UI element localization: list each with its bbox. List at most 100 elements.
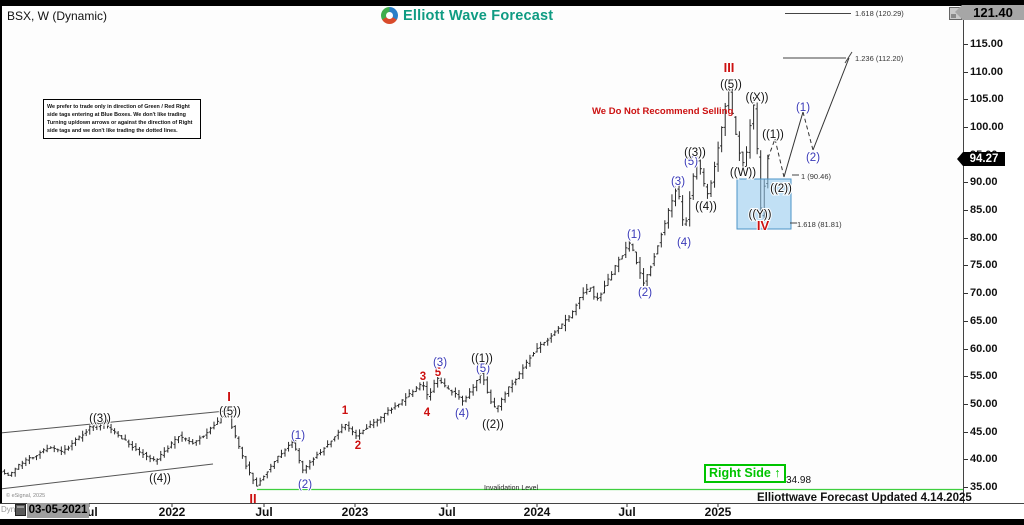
- date-axis[interactable]: Jul 2022 Jul 2023 Jul 2024 Jul 2025: [0, 503, 1024, 519]
- ohlc-bar: [194, 440, 198, 446]
- ohlc-bar: [6, 472, 10, 476]
- ohlc-bar: [748, 119, 752, 159]
- wave-label: ((3)): [89, 413, 111, 425]
- bottom-border-bar: [0, 518, 1024, 525]
- ohlc-bar: [215, 417, 220, 425]
- ohlc-bar: [610, 271, 614, 281]
- fib-label: 1.618 (120.29): [855, 9, 904, 18]
- esignal-credit: © eSignal, 2025: [6, 493, 46, 499]
- ohlc-bar: [723, 102, 727, 136]
- ohlc-bar: [350, 426, 355, 436]
- ohlc-bar: [514, 378, 518, 386]
- ohlc-bar: [421, 381, 426, 391]
- ohlc-bar: [439, 377, 443, 384]
- ohlc-bar: [705, 183, 710, 199]
- updated-note: Elliottwave Forecast Updated 4.14.2025: [757, 492, 972, 504]
- ohlc-bar: [59, 446, 63, 456]
- ohlc-bar: [187, 437, 191, 445]
- date-axis-tick: [263, 504, 265, 507]
- ohlc-bar: [116, 431, 120, 438]
- price-axis-tick: [964, 348, 968, 350]
- ohlc-bar: [27, 455, 31, 465]
- wave-label: (4): [677, 237, 691, 249]
- ohlc-bar: [684, 217, 688, 226]
- last-price-tag: 94.27: [957, 152, 1005, 166]
- date-axis-tick: [626, 504, 628, 507]
- ohlc-bar: [730, 84, 734, 115]
- ohlc-bar: [695, 155, 699, 180]
- price-axis-label: 80.00: [970, 231, 998, 244]
- price-axis-label: 105.00: [970, 93, 1004, 106]
- price-axis-tick: [964, 487, 968, 488]
- ohlc-bar: [592, 285, 596, 300]
- ohlc-bar: [507, 386, 511, 397]
- ohlc-bar: [169, 441, 173, 449]
- ohlc-bar: [656, 245, 660, 255]
- wave-label: (4): [455, 408, 469, 420]
- ohlc-bar: [127, 439, 131, 448]
- price-axis-tick: [964, 99, 968, 101]
- ohlc-bar: [379, 416, 383, 424]
- wave-label: (1): [291, 430, 305, 442]
- ohlc-bar: [81, 430, 85, 442]
- ohlc-bar: [752, 96, 756, 130]
- fib-label: 1.618 (81.81): [797, 220, 842, 229]
- price-axis-label: 45.00: [970, 425, 998, 438]
- ohlc-bar: [180, 431, 184, 442]
- ohlc-bar: [737, 131, 741, 161]
- channel-upper: [0, 409, 237, 434]
- ohlc-bar: [581, 287, 585, 301]
- price-axis-tick: [964, 71, 968, 73]
- ohlc-bar: [198, 435, 202, 445]
- ohlc-bar: [10, 471, 14, 477]
- dyn-label: Dyn: [1, 505, 16, 514]
- ohlc-bar: [453, 387, 457, 398]
- channel-lower: [0, 463, 214, 490]
- ohlc-bar: [184, 437, 188, 442]
- no-sell-note: We Do Not Recommend Selling: [592, 106, 734, 117]
- ohlc-bar: [31, 457, 35, 460]
- ohlc-bar: [326, 440, 330, 448]
- ohlc-bar: [539, 341, 543, 353]
- ohlc-bar: [162, 447, 166, 458]
- ohlc-bar: [485, 376, 489, 394]
- forecast-up-3: [812, 57, 850, 151]
- ohlc-bar: [617, 256, 621, 273]
- price-axis-label: 35.00: [970, 481, 998, 493]
- ohlc-bar: [130, 441, 134, 451]
- ohlc-bar: [63, 445, 67, 455]
- ohlc-bar: [49, 446, 53, 449]
- date-axis-label: Jul: [438, 505, 456, 519]
- ohlc-bar: [102, 420, 106, 429]
- ohlc-bar: [290, 439, 294, 449]
- date-axis-label: 2025: [704, 505, 732, 519]
- ohlc-bar: [702, 168, 706, 187]
- ohlc-bar: [279, 449, 284, 459]
- start-date-tag: 03-05-2021: [27, 503, 89, 518]
- price-axis[interactable]: 35.00 40.00 45.00 50.00 55.00 60.00 65.00 70.00…: [963, 6, 1024, 503]
- ohlc-bar: [333, 436, 337, 442]
- ohlc-bar: [563, 314, 568, 332]
- ohlc-bar: [286, 441, 291, 452]
- ohlc-bar: [549, 333, 553, 343]
- ohlc-bar: [386, 407, 390, 416]
- price-axis-label: 60.00: [970, 342, 998, 355]
- ohlc-bar: [88, 425, 92, 435]
- calendar-icon[interactable]: [15, 504, 26, 516]
- wave-label: (1): [796, 102, 810, 114]
- ohlc-bar: [503, 391, 507, 403]
- ohlc-bar: [38, 450, 42, 459]
- price-axis-tick: [964, 293, 968, 295]
- ohlc-bar: [191, 439, 195, 445]
- ohlc-bar: [230, 415, 234, 429]
- ohlc-bar: [155, 458, 159, 465]
- ohlc-bar: [70, 440, 74, 451]
- wave-label: ((1)): [471, 353, 493, 365]
- forecast-down-1: [774, 138, 785, 178]
- ohlc-bar: [663, 220, 667, 236]
- ohlc-bar: [670, 194, 674, 218]
- ohlc-bar: [315, 451, 319, 459]
- disclaimer-line: side tags entering at Blue Boxes. We don…: [47, 112, 186, 119]
- ohlc-bar: [208, 426, 213, 435]
